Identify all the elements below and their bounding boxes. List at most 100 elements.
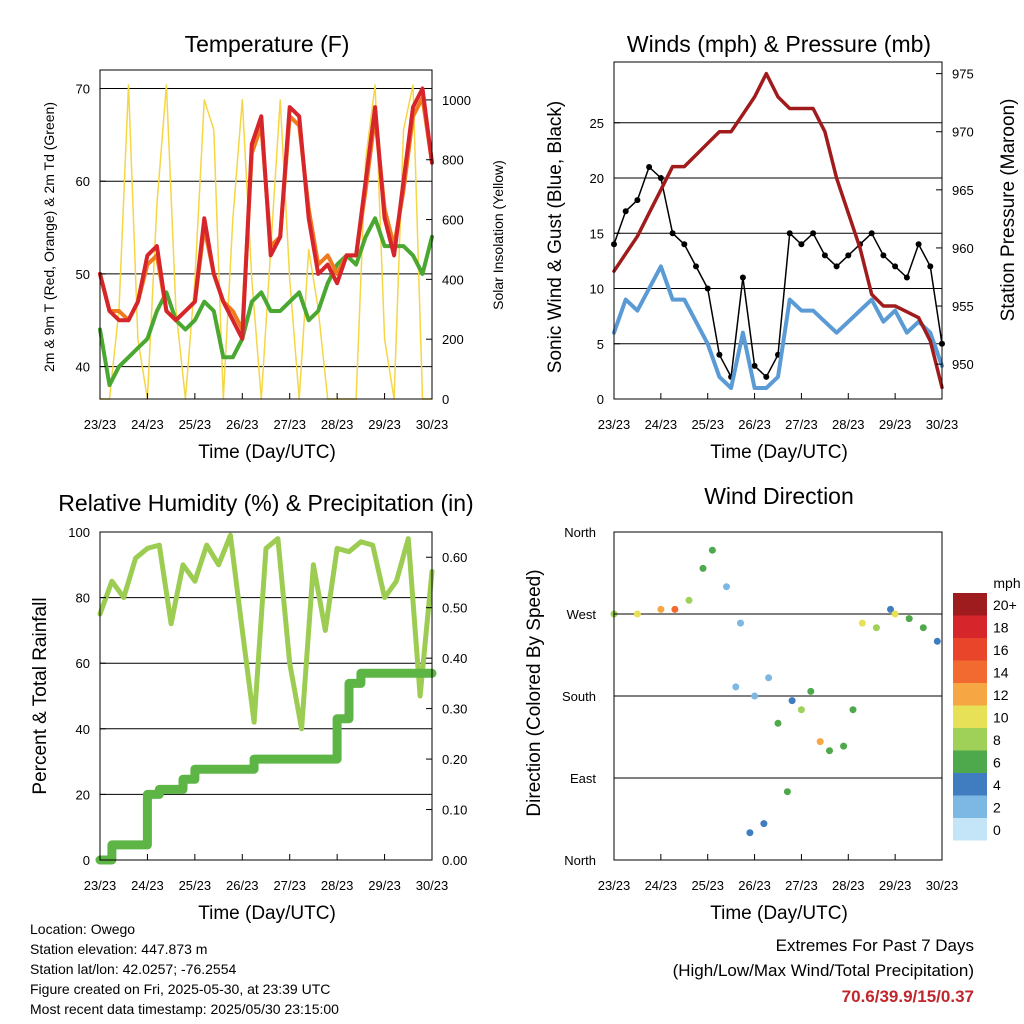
colorbar-swatch [953, 593, 987, 616]
y-tick-label: 965 [952, 183, 974, 198]
y-tick-label: 80 [76, 591, 90, 606]
direction-point [891, 610, 899, 618]
x-tick-label: 30/23 [926, 878, 959, 893]
y-tick-label: 970 [952, 125, 974, 140]
wind-direction-title: Wind Direction [704, 483, 854, 509]
y-tick-label: North [564, 853, 596, 868]
y-tick-label: 0 [442, 392, 449, 407]
x-tick-label: 24/23 [645, 878, 678, 893]
y-tick-label: 40 [76, 360, 90, 375]
direction-point [765, 674, 773, 682]
y-tick-label: 400 [442, 272, 464, 287]
precipitation-line [95, 668, 437, 865]
y-tick-label: 960 [952, 241, 974, 256]
extremes-title: Extremes For Past 7 Days [775, 936, 974, 955]
direction-point [671, 605, 679, 613]
x-tick-label: 27/23 [273, 417, 306, 432]
x-tick-label: 25/23 [691, 417, 724, 432]
y-tick-label: 0.10 [442, 803, 467, 818]
dewpoint-series [98, 216, 434, 388]
x-tick-label: 23/23 [598, 878, 631, 893]
elevation-text: Station elevation: 447.873 m [30, 941, 208, 957]
gust-line [613, 166, 943, 378]
humidity-x-ticks: 23/23 24/23 25/23 26/23 27/23 28/23 29/23 30/23 [84, 854, 449, 893]
relative-humidity-line [97, 532, 435, 732]
y-tick-label: 100 [68, 525, 90, 540]
y-tick-label: 0 [83, 853, 90, 868]
x-tick-label: 26/23 [738, 417, 771, 432]
direction-point [732, 683, 740, 691]
colorbar-label: 4 [993, 777, 1001, 793]
winds-title: Winds (mph) & Pressure (mb) [627, 31, 931, 57]
x-tick-label: 27/23 [785, 878, 818, 893]
x-tick-label: 24/23 [131, 417, 164, 432]
pressure-series [612, 71, 944, 390]
temperature-x-ticks: 23/23 24/23 25/23 26/23 27/23 28/23 29/23 30/23 [84, 393, 449, 432]
colorbar-label: 0 [993, 822, 1001, 838]
precip-y-ticks: 0.00 0.10 0.20 0.30 0.40 0.50 0.60 [426, 550, 467, 868]
direction-point [633, 610, 641, 618]
colorbar-label: 18 [993, 620, 1009, 636]
y-tick-label: 70 [76, 82, 90, 97]
direction-point [840, 742, 848, 750]
y-tick-label: East [570, 771, 596, 786]
direction-point [887, 605, 894, 613]
humidity-y-label: Percent & Total Rainfall [30, 597, 51, 794]
direction-y-label: Direction (Colored By Speed) [524, 569, 545, 816]
temperature-panel: Temperature (F) 40 50 60 70 0 200 400 600 800 10… [41, 31, 506, 463]
direction-point [708, 546, 716, 554]
extremes-values: 70.6/39.9/15/0.37 [841, 987, 974, 1006]
y-tick-label: 0.30 [442, 702, 467, 717]
colorbar-label: 20+ [993, 597, 1017, 613]
colorbar-label: 8 [993, 732, 1001, 748]
humidity-title: Relative Humidity (%) & Precipitation (i… [58, 490, 473, 516]
humidity-panel: Relative Humidity (%) & Precipitation (i… [30, 490, 474, 924]
y-tick-label: 10 [590, 282, 604, 297]
temperature-2m-series [98, 86, 434, 341]
solar-y-label: Solar Insolation (Yellow) [490, 160, 506, 310]
direction-point [905, 615, 913, 623]
winds-plot-frame [613, 61, 943, 400]
direction-x-ticks: 23/23 24/23 25/23 26/23 27/23 28/23 29/23 30/23 [598, 854, 959, 893]
recent-text: Most recent data timestamp: 2025/05/30 2… [30, 1001, 339, 1017]
direction-point [858, 619, 866, 627]
direction-point [657, 605, 665, 613]
x-tick-label: 28/23 [832, 417, 865, 432]
x-tick-label: 27/23 [785, 417, 818, 432]
y-tick-label: South [562, 689, 596, 704]
x-tick-label: 30/23 [416, 878, 449, 893]
x-tick-label: 30/23 [416, 417, 449, 432]
pressure-y-label: Station Pressure (Maroon) [998, 99, 1019, 322]
temperature-title: Temperature (F) [185, 31, 350, 57]
pressure-y-ticks: 950 955 960 965 970 975 [936, 67, 974, 372]
colorbar-swatch [953, 728, 987, 751]
winds-x-label: Time (Day/UTC) [710, 442, 848, 463]
y-tick-label: 0.40 [442, 651, 467, 666]
latlon-text: Station lat/lon: 42.0257; -76.2554 [30, 961, 237, 977]
direction-x-label: Time (Day/UTC) [710, 903, 848, 924]
direction-point [826, 747, 833, 755]
colorbar-swatch [953, 795, 987, 818]
precipitation-series [95, 668, 437, 865]
direction-point [919, 624, 927, 632]
x-tick-label: 29/23 [368, 417, 401, 432]
y-tick-label: 975 [952, 67, 974, 82]
y-tick-label: 800 [442, 153, 464, 168]
wind-y-ticks: 0 5 10 15 20 25 [590, 116, 620, 407]
direction-point [783, 788, 791, 796]
x-tick-label: 26/23 [738, 878, 771, 893]
humidity-plot-frame [99, 531, 433, 861]
colorbar-label: 2 [993, 800, 1001, 816]
x-tick-label: 27/23 [273, 878, 306, 893]
y-tick-label: 50 [76, 267, 90, 282]
direction-point [797, 706, 805, 714]
x-tick-label: 28/23 [832, 878, 865, 893]
station-info: Location: Owego Station elevation: 447.8… [30, 919, 339, 1019]
direction-point [685, 596, 693, 604]
direction-point [737, 619, 744, 627]
direction-point [723, 583, 730, 591]
y-tick-label: 60 [76, 656, 90, 671]
y-tick-label: 0 [597, 392, 604, 407]
solar-y-ticks: 0 200 400 600 800 1000 [426, 93, 471, 407]
colorbar-swatch [953, 818, 987, 841]
